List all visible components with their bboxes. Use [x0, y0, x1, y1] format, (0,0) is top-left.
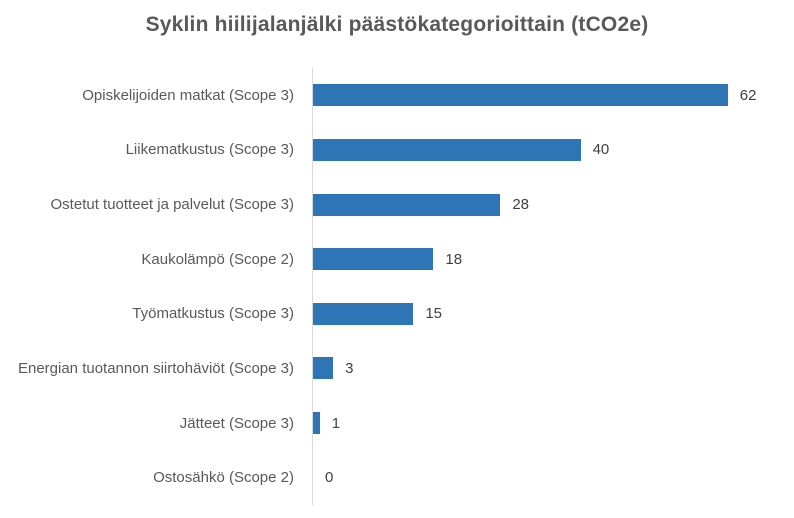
- bar: [313, 248, 434, 271]
- chart-row: Ostetut tuotteet ja palvelut (Scope 3) 28: [0, 177, 794, 232]
- chart-row: Energian tuotannon siirtohäviöt (Scope 3…: [0, 341, 794, 396]
- category-label: Ostosähkö (Scope 2): [153, 469, 294, 487]
- bar-zone: 28: [313, 177, 794, 232]
- bar: [313, 357, 334, 380]
- value-label: 18: [445, 250, 463, 268]
- category-label: Ostetut tuotteet ja palvelut (Scope 3): [50, 196, 294, 214]
- bar-zone: 0: [313, 450, 794, 505]
- bar-zone: 15: [313, 287, 794, 342]
- chart-row: Opiskelijoiden matkat (Scope 3) 62: [0, 68, 794, 123]
- category-label: Opiskelijoiden matkat (Scope 3): [82, 86, 294, 104]
- bar: [313, 193, 501, 216]
- bar-zone: 40: [313, 123, 794, 178]
- value-label: 62: [739, 86, 757, 104]
- bar: [313, 84, 728, 107]
- bar: [313, 138, 581, 161]
- bar: [313, 412, 320, 435]
- category-label: Jätteet (Scope 3): [179, 414, 294, 432]
- category-label: Energian tuotannon siirtohäviöt (Scope 3…: [17, 359, 294, 377]
- value-label: 15: [425, 305, 443, 323]
- category-axis-line: [312, 68, 313, 505]
- plot-area: Opiskelijoiden matkat (Scope 3) 62 Liikema…: [0, 68, 794, 505]
- bar: [313, 302, 414, 325]
- chart-row: Liikematkustus (Scope 3) 40: [0, 123, 794, 178]
- value-label: 3: [345, 359, 354, 377]
- bar-zone: 1: [313, 396, 794, 451]
- bar-zone: 18: [313, 232, 794, 287]
- category-label: Liikematkustus (Scope 3): [125, 141, 294, 159]
- value-label: 28: [512, 196, 529, 214]
- value-label: 0: [325, 469, 334, 487]
- bar-zone: 62: [313, 68, 794, 123]
- bar-zone: 3: [313, 341, 794, 396]
- category-label: Työmatkustus (Scope 3): [132, 305, 294, 323]
- chart-row: Ostosähkö (Scope 2) 0: [0, 450, 794, 505]
- chart-row: Kaukolämpö (Scope 2) 18: [0, 232, 794, 287]
- category-label: Kaukolämpö (Scope 2): [141, 250, 294, 268]
- chart-row: Työmatkustus (Scope 3) 15: [0, 287, 794, 342]
- value-label: 1: [331, 414, 341, 432]
- value-label: 40: [592, 141, 610, 159]
- chart-row: Jätteet (Scope 3) 1: [0, 396, 794, 451]
- chart-title: Syklin hiilijalanjälki päästökategorioit…: [145, 13, 649, 36]
